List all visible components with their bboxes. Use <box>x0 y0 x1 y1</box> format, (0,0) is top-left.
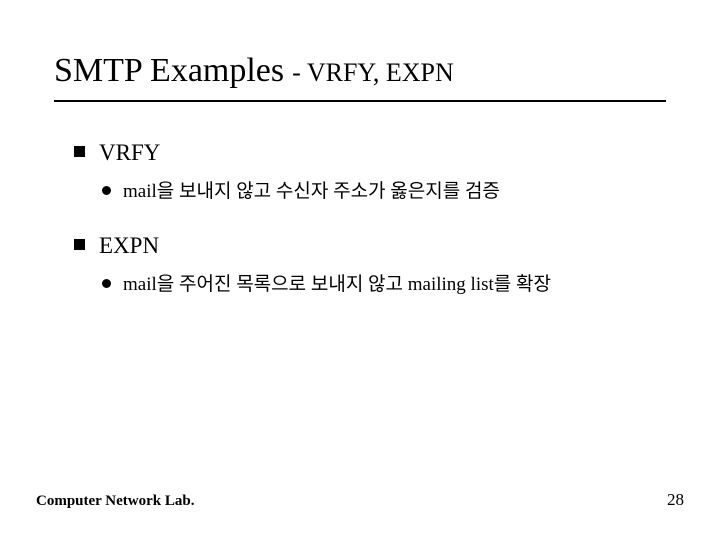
sub-bullet-text: mail을 주어진 목록으로 보내지 않고 mailing list를 확장 <box>123 271 551 299</box>
sub-bullet-expn-0: mail을 주어진 목록으로 보내지 않고 mailing list를 확장 <box>102 271 680 299</box>
sub-bullet-text: mail을 보내지 않고 수신자 주소가 옳은지를 검증 <box>123 178 500 206</box>
bullet-label: EXPN <box>99 231 159 261</box>
title-block: SMTP Examples - VRFY, EXPN <box>54 52 666 102</box>
content: VRFY mail을 보내지 않고 수신자 주소가 옳은지를 검증 EXPN m… <box>74 138 680 325</box>
title-rule <box>54 100 666 102</box>
square-bullet-icon <box>74 239 85 250</box>
title-sub: - VRFY, EXPN <box>292 58 454 88</box>
footer-left: Computer Network Lab. <box>36 493 194 510</box>
bullet-vrfy: VRFY <box>74 138 680 168</box>
disc-bullet-icon <box>102 186 111 195</box>
disc-bullet-icon <box>102 279 111 288</box>
square-bullet-icon <box>74 146 85 157</box>
slide: SMTP Examples - VRFY, EXPN VRFY mail을 보내… <box>0 0 720 540</box>
title-line: SMTP Examples - VRFY, EXPN <box>54 52 666 90</box>
bullet-label: VRFY <box>99 138 160 168</box>
footer-page-number: 28 <box>667 490 684 510</box>
title-main: SMTP Examples <box>54 52 284 90</box>
sub-bullet-vrfy-0: mail을 보내지 않고 수신자 주소가 옳은지를 검증 <box>102 178 680 206</box>
bullet-expn: EXPN <box>74 231 680 261</box>
